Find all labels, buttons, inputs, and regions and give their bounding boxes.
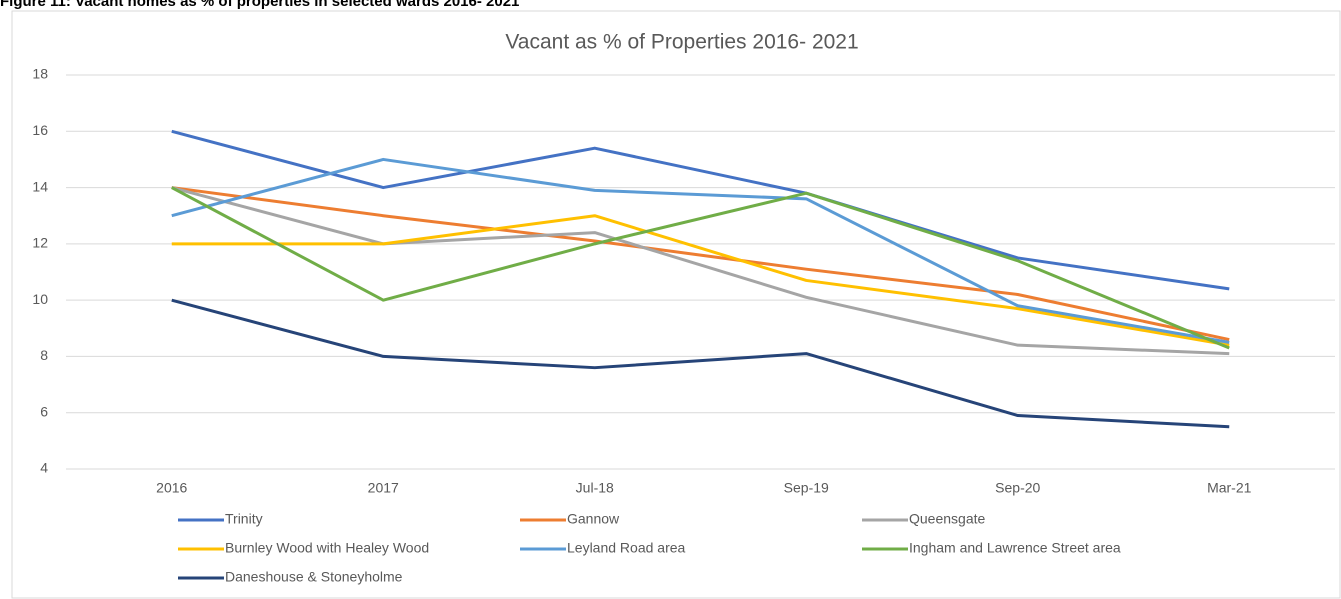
- y-tick-label: 12: [32, 235, 48, 251]
- x-tick-label: Sep-19: [784, 480, 829, 496]
- y-tick-label: 18: [32, 66, 48, 82]
- series-line: [171, 186, 1230, 342]
- legend-label: Gannow: [567, 511, 620, 527]
- series-line: [171, 186, 1230, 350]
- y-tick-label: 16: [32, 122, 48, 138]
- legend-label: Daneshouse & Stoneyholme: [225, 569, 403, 585]
- legend-label: Trinity: [225, 511, 263, 527]
- x-tick-label: 2016: [156, 480, 187, 496]
- y-tick-label: 10: [32, 291, 48, 307]
- figure-caption: Figure 11: Vacant homes as % of properti…: [0, 0, 519, 10]
- x-tick-label: Jul-18: [576, 480, 614, 496]
- legend-label: Leyland Road area: [567, 540, 686, 556]
- series-line: [171, 298, 1230, 429]
- x-tick-label: Mar-21: [1207, 480, 1252, 496]
- y-tick-label: 14: [32, 178, 48, 194]
- chart-title: Vacant as % of Properties 2016- 2021: [505, 31, 858, 54]
- legend-label: Queensgate: [909, 511, 985, 527]
- y-tick-label: 6: [40, 403, 48, 419]
- x-tick-label: Sep-20: [995, 480, 1040, 496]
- legend-label: Ingham and Lawrence Street area: [909, 540, 1121, 556]
- series-line: [171, 157, 1230, 344]
- x-tick-label: 2017: [368, 480, 399, 496]
- legend-label: Burnley Wood with Healey Wood: [225, 540, 429, 556]
- series-line: [171, 186, 1230, 356]
- y-tick-label: 8: [40, 347, 48, 363]
- chart-frame: [11, 10, 1341, 599]
- y-tick-label: 4: [40, 460, 48, 476]
- series-line: [171, 214, 1230, 347]
- series-line: [171, 129, 1230, 291]
